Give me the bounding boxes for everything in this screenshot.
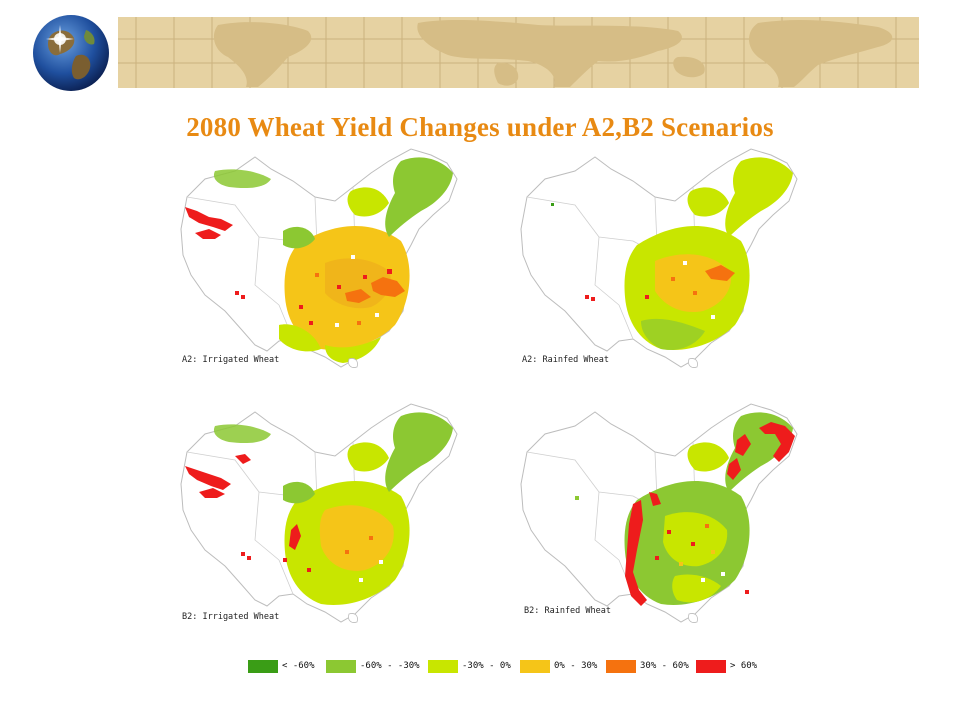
legend-label: 30% - 60% bbox=[640, 661, 689, 671]
legend-swatch bbox=[520, 660, 550, 673]
map-label-b2-rainfed: B2: Rainfed Wheat bbox=[524, 606, 611, 616]
legend-swatch bbox=[248, 660, 278, 673]
map-b2-irrigated-wheat bbox=[175, 400, 475, 630]
legend: < -60% -60% - -30% -30% - 0% 0% - 30% 30… bbox=[248, 658, 768, 678]
map-a2-irrigated-wheat bbox=[175, 145, 475, 375]
legend-label: 0% - 30% bbox=[554, 661, 598, 671]
slide-title: 2080 Wheat Yield Changes under A2,B2 Sce… bbox=[186, 112, 774, 142]
map-b2-rainfed-wheat bbox=[515, 400, 815, 630]
legend-label: > 60% bbox=[730, 661, 758, 671]
legend-swatch bbox=[606, 660, 636, 673]
map-label-a2-irrigated: A2: Irrigated Wheat bbox=[182, 355, 280, 365]
map-label-b2-irrigated: B2: Irrigated Wheat bbox=[182, 612, 280, 622]
legend-label: -60% - -30% bbox=[360, 661, 420, 671]
legend-swatch bbox=[428, 660, 458, 673]
legend-swatch bbox=[696, 660, 726, 673]
legend-label: < -60% bbox=[282, 661, 315, 671]
world-map-banner bbox=[118, 17, 919, 88]
map-label-a2-rainfed: A2: Rainfed Wheat bbox=[522, 355, 609, 365]
legend-label: -30% - 0% bbox=[462, 661, 511, 671]
map-a2-rainfed-wheat bbox=[515, 145, 815, 375]
legend-swatch bbox=[326, 660, 356, 673]
globe-icon bbox=[30, 12, 112, 94]
